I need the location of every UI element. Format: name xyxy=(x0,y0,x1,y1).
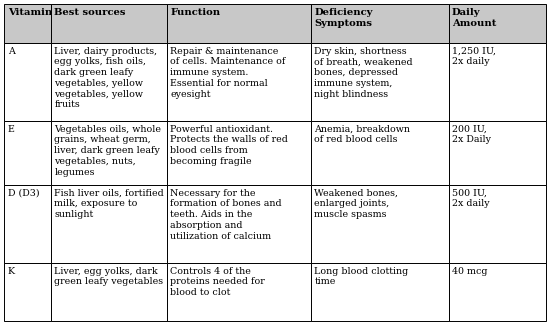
Text: Daily
Amount: Daily Amount xyxy=(452,8,496,28)
Bar xyxy=(167,263,311,321)
Bar xyxy=(311,43,449,121)
Bar xyxy=(51,263,167,321)
Text: 500 IU,
2x daily: 500 IU, 2x daily xyxy=(452,189,490,208)
Bar xyxy=(167,43,311,121)
Text: Anemia, breakdown
of red blood cells: Anemia, breakdown of red blood cells xyxy=(315,124,410,144)
Bar xyxy=(4,263,51,321)
Bar xyxy=(311,4,449,43)
Text: 200 IU,
2x Daily: 200 IU, 2x Daily xyxy=(452,124,491,144)
Bar xyxy=(449,185,546,263)
Bar xyxy=(311,121,449,185)
Bar xyxy=(311,185,449,263)
Text: Repair & maintenance
of cells. Maintenance of
immune system.
Essential for norma: Repair & maintenance of cells. Maintenan… xyxy=(170,47,285,99)
Bar xyxy=(4,121,51,185)
Bar xyxy=(449,263,546,321)
Text: Long blood clotting
time: Long blood clotting time xyxy=(315,267,409,286)
Bar xyxy=(51,4,167,43)
Text: K: K xyxy=(8,267,15,276)
Bar xyxy=(449,121,546,185)
Bar xyxy=(4,185,51,263)
Text: E: E xyxy=(8,124,14,133)
Text: Deficiency
Symptoms: Deficiency Symptoms xyxy=(315,8,373,28)
Text: Liver, dairy products,
egg yolks, fish oils,
dark green leafy
vegetables, yellow: Liver, dairy products, egg yolks, fish o… xyxy=(54,47,157,110)
Text: 1,250 IU,
2x daily: 1,250 IU, 2x daily xyxy=(452,47,496,66)
Text: Liver, egg yolks, dark
green leafy vegetables: Liver, egg yolks, dark green leafy veget… xyxy=(54,267,163,286)
Text: A: A xyxy=(8,47,14,56)
Text: Vegetables oils, whole
grains, wheat germ,
liver, dark green leafy
vegetables, n: Vegetables oils, whole grains, wheat ger… xyxy=(54,124,161,177)
Bar xyxy=(449,4,546,43)
Bar xyxy=(167,121,311,185)
Bar xyxy=(4,43,51,121)
Text: Controls 4 of the
proteins needed for
blood to clot: Controls 4 of the proteins needed for bl… xyxy=(170,267,265,297)
Text: Best sources: Best sources xyxy=(54,8,126,17)
Bar xyxy=(311,263,449,321)
Text: Vitamin: Vitamin xyxy=(8,8,52,17)
Bar xyxy=(51,185,167,263)
Text: Powerful antioxidant.
Protects the walls of red
blood cells from
becoming fragil: Powerful antioxidant. Protects the walls… xyxy=(170,124,288,166)
Text: Necessary for the
formation of bones and
teeth. Aids in the
absorption and
utili: Necessary for the formation of bones and… xyxy=(170,189,282,241)
Bar xyxy=(167,185,311,263)
Bar xyxy=(51,121,167,185)
Bar xyxy=(449,43,546,121)
Bar xyxy=(51,43,167,121)
Text: 40 mcg: 40 mcg xyxy=(452,267,487,276)
Bar xyxy=(4,4,51,43)
Text: Function: Function xyxy=(170,8,221,17)
Text: D (D3): D (D3) xyxy=(8,189,40,198)
Text: Fish liver oils, fortified
milk, exposure to
sunlight: Fish liver oils, fortified milk, exposur… xyxy=(54,189,164,219)
Text: Weakened bones,
enlarged joints,
muscle spasms: Weakened bones, enlarged joints, muscle … xyxy=(315,189,398,219)
Bar xyxy=(167,4,311,43)
Text: Dry skin, shortness
of breath, weakened
bones, depressed
immune system,
night bl: Dry skin, shortness of breath, weakened … xyxy=(315,47,413,99)
